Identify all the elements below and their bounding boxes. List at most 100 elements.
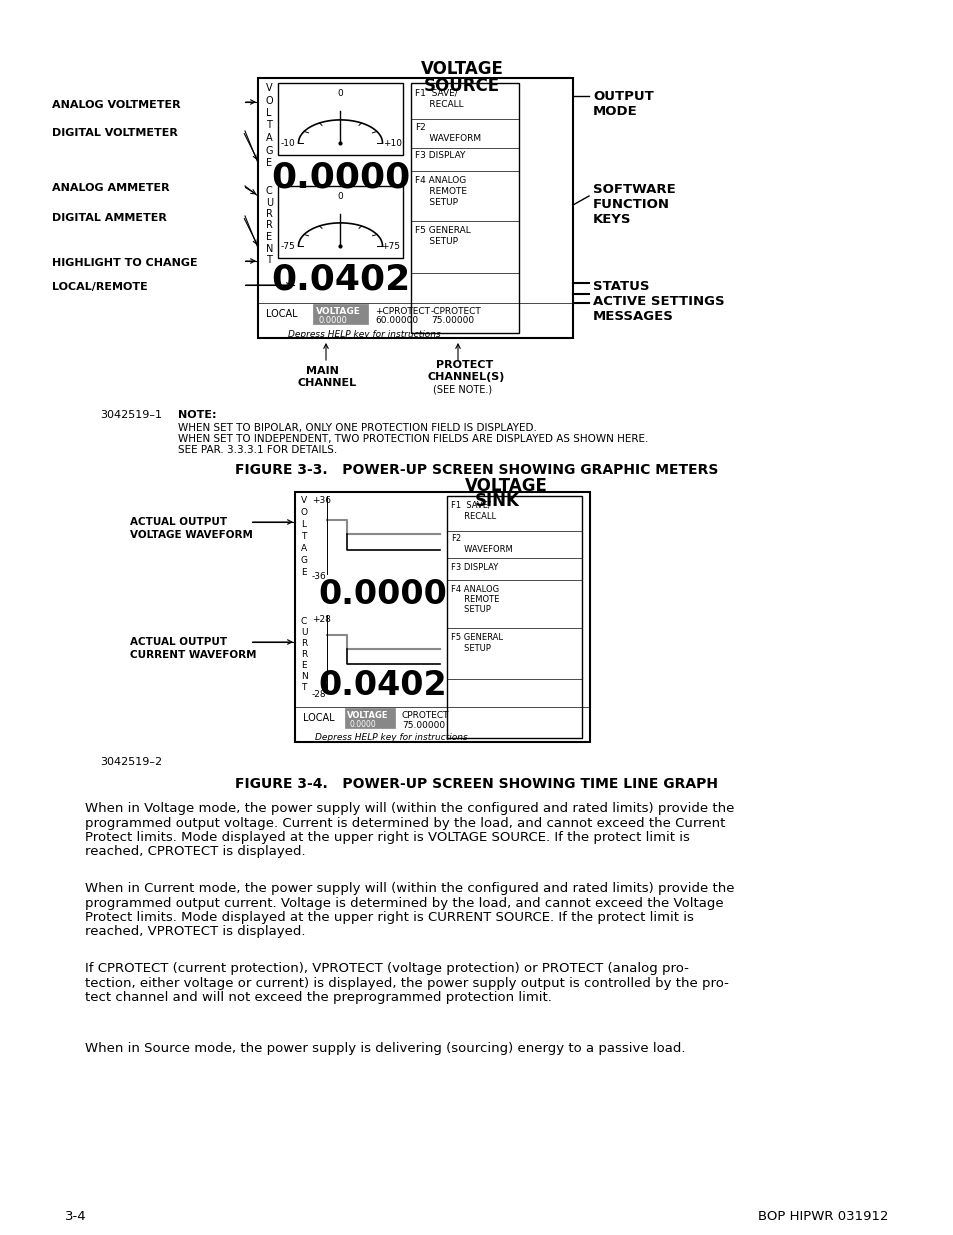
Text: T: T bbox=[266, 121, 272, 131]
Text: Depress HELP key for instructions: Depress HELP key for instructions bbox=[288, 330, 440, 338]
Text: ACTUAL OUTPUT: ACTUAL OUTPUT bbox=[130, 637, 227, 647]
Text: 60.00000: 60.00000 bbox=[375, 316, 417, 325]
Text: When in Voltage mode, the power supply will (within the configured and rated lim: When in Voltage mode, the power supply w… bbox=[85, 802, 734, 815]
Text: -28: -28 bbox=[312, 690, 326, 699]
Text: SOURCE: SOURCE bbox=[423, 77, 499, 95]
Text: LOCAL: LOCAL bbox=[266, 309, 297, 319]
Text: reached, CPROTECT is displayed.: reached, CPROTECT is displayed. bbox=[85, 846, 305, 858]
Text: N: N bbox=[266, 243, 274, 253]
Text: SETUP: SETUP bbox=[451, 643, 491, 653]
Text: WAVEFORM: WAVEFORM bbox=[451, 545, 512, 555]
Bar bbox=[277, 83, 402, 156]
Text: O: O bbox=[301, 508, 308, 517]
Text: LOCAL/REMOTE: LOCAL/REMOTE bbox=[52, 282, 148, 291]
Text: If CPROTECT (current protection), VPROTECT (voltage protection) or PROTECT (anal: If CPROTECT (current protection), VPROTE… bbox=[85, 962, 688, 974]
Text: N: N bbox=[301, 672, 308, 680]
Text: DIGITAL AMMETER: DIGITAL AMMETER bbox=[52, 212, 167, 224]
Text: 75.00000: 75.00000 bbox=[431, 316, 474, 325]
Text: +10: +10 bbox=[382, 140, 401, 148]
Text: Protect limits. Mode displayed at the upper right is VOLTAGE SOURCE. If the prot: Protect limits. Mode displayed at the up… bbox=[85, 831, 689, 844]
Text: E: E bbox=[266, 158, 272, 168]
Text: ACTIVE SETTINGS: ACTIVE SETTINGS bbox=[593, 295, 724, 308]
Text: CPROTECT: CPROTECT bbox=[401, 711, 449, 720]
Text: Protect limits. Mode displayed at the upper right is CURRENT SOURCE. If the prot: Protect limits. Mode displayed at the up… bbox=[85, 911, 693, 924]
Text: R: R bbox=[301, 638, 307, 648]
Text: -75: -75 bbox=[281, 242, 295, 251]
Text: BOP HIPWR 031912: BOP HIPWR 031912 bbox=[758, 1210, 888, 1223]
Text: 0.0000: 0.0000 bbox=[350, 720, 376, 729]
Text: tection, either voltage or current) is displayed, the power supply output is con: tection, either voltage or current) is d… bbox=[85, 977, 728, 989]
Bar bbox=[313, 304, 368, 324]
Text: WAVEFORM: WAVEFORM bbox=[415, 135, 480, 143]
Text: VOLTAGE: VOLTAGE bbox=[420, 61, 503, 78]
Text: reached, VPROTECT is displayed.: reached, VPROTECT is displayed. bbox=[85, 925, 305, 939]
Text: 0: 0 bbox=[337, 191, 343, 201]
Text: VOLTAGE: VOLTAGE bbox=[315, 308, 360, 316]
Text: 0.0402: 0.0402 bbox=[318, 669, 447, 701]
Text: O: O bbox=[266, 95, 274, 105]
Text: programmed output voltage. Current is determined by the load, and cannot exceed : programmed output voltage. Current is de… bbox=[85, 816, 724, 830]
Text: G: G bbox=[266, 146, 274, 156]
Text: ANALOG AMMETER: ANALOG AMMETER bbox=[52, 183, 170, 193]
Text: A: A bbox=[301, 543, 307, 553]
Text: ACTUAL OUTPUT: ACTUAL OUTPUT bbox=[130, 517, 227, 527]
Text: VOLTAGE: VOLTAGE bbox=[464, 477, 547, 495]
Text: FIGURE 3-4.   POWER-UP SCREEN SHOWING TIME LINE GRAPH: FIGURE 3-4. POWER-UP SCREEN SHOWING TIME… bbox=[235, 777, 718, 790]
Text: DIGITAL VOLTMETER: DIGITAL VOLTMETER bbox=[52, 128, 177, 138]
Text: SETUP: SETUP bbox=[415, 237, 457, 246]
Text: C: C bbox=[266, 186, 273, 196]
Text: F2: F2 bbox=[415, 124, 425, 132]
Text: tect channel and will not exceed the preprogrammed protection limit.: tect channel and will not exceed the pre… bbox=[85, 990, 551, 1004]
Text: REMOTE: REMOTE bbox=[415, 186, 467, 196]
Text: -36: -36 bbox=[312, 572, 327, 580]
Bar bbox=[294, 492, 589, 742]
Text: F1  SAVE/: F1 SAVE/ bbox=[451, 501, 491, 510]
Text: 0: 0 bbox=[337, 89, 343, 98]
Text: LOCAL: LOCAL bbox=[303, 713, 335, 722]
Text: +75: +75 bbox=[380, 242, 399, 251]
Text: T: T bbox=[301, 683, 306, 692]
Text: F4 ANALOG: F4 ANALOG bbox=[451, 585, 498, 594]
Text: PROTECT: PROTECT bbox=[436, 359, 493, 370]
Text: F1  SAVE/: F1 SAVE/ bbox=[415, 88, 457, 98]
Text: programmed output current. Voltage is determined by the load, and cannot exceed : programmed output current. Voltage is de… bbox=[85, 897, 723, 909]
Text: V: V bbox=[301, 496, 307, 505]
Text: E: E bbox=[301, 568, 306, 577]
Text: U: U bbox=[301, 629, 307, 637]
Text: FUNCTION: FUNCTION bbox=[593, 198, 669, 211]
Bar bbox=[411, 83, 518, 333]
Text: G: G bbox=[301, 556, 308, 564]
Text: 0.0000: 0.0000 bbox=[318, 316, 348, 325]
Text: -CPROTECT: -CPROTECT bbox=[431, 308, 481, 316]
Text: F3 DISPLAY: F3 DISPLAY bbox=[451, 563, 497, 572]
Text: SEE PAR. 3.3.3.1 FOR DETAILS.: SEE PAR. 3.3.3.1 FOR DETAILS. bbox=[178, 445, 337, 454]
Text: SOFTWARE: SOFTWARE bbox=[593, 183, 675, 196]
Text: F3 DISPLAY: F3 DISPLAY bbox=[415, 151, 465, 161]
Text: R: R bbox=[301, 650, 307, 659]
Text: SINK: SINK bbox=[475, 492, 519, 510]
Text: 3042519–2: 3042519–2 bbox=[100, 757, 162, 767]
Text: 75.00000: 75.00000 bbox=[401, 721, 445, 730]
Text: U: U bbox=[266, 198, 273, 207]
Text: A: A bbox=[266, 133, 273, 143]
Text: CURRENT WAVEFORM: CURRENT WAVEFORM bbox=[130, 650, 256, 659]
Text: +28: +28 bbox=[312, 615, 331, 624]
Text: (SEE NOTE.): (SEE NOTE.) bbox=[433, 384, 492, 394]
Text: F2: F2 bbox=[451, 534, 460, 543]
Text: STATUS: STATUS bbox=[593, 280, 649, 293]
Text: ANALOG VOLTMETER: ANALOG VOLTMETER bbox=[52, 100, 180, 110]
Text: VOLTAGE WAVEFORM: VOLTAGE WAVEFORM bbox=[130, 530, 253, 540]
Text: +CPROTECT: +CPROTECT bbox=[375, 308, 430, 316]
Text: VOLTAGE: VOLTAGE bbox=[347, 711, 388, 720]
Text: F5 GENERAL: F5 GENERAL bbox=[451, 634, 502, 642]
Text: C: C bbox=[301, 618, 307, 626]
Text: 0.0402: 0.0402 bbox=[271, 263, 410, 296]
Text: When in Current mode, the power supply will (within the configured and rated lim: When in Current mode, the power supply w… bbox=[85, 882, 734, 895]
Text: E: E bbox=[266, 232, 272, 242]
Text: +36: +36 bbox=[312, 496, 331, 505]
Text: T: T bbox=[266, 254, 272, 266]
Text: RECALL: RECALL bbox=[451, 513, 496, 521]
Text: CHANNEL: CHANNEL bbox=[297, 378, 356, 388]
Text: MESSAGES: MESSAGES bbox=[593, 310, 673, 324]
Text: HIGHLIGHT TO CHANGE: HIGHLIGHT TO CHANGE bbox=[52, 258, 197, 268]
